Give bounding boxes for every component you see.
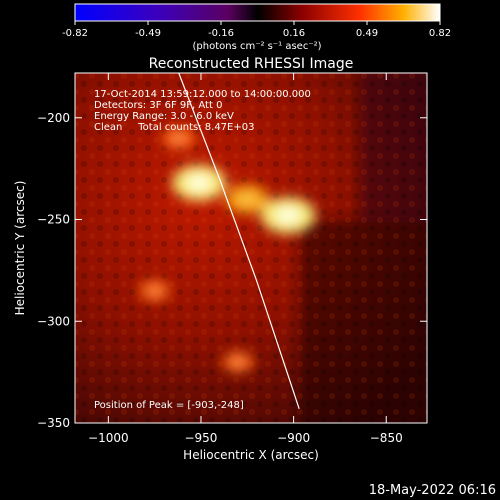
chart-title: Reconstructed RHESSI Image — [149, 56, 354, 72]
emission-source-core — [237, 192, 258, 207]
colorbar-ticks: -0.82 -0.49 -0.16 0.16 0.49 0.82 — [62, 21, 451, 39]
emission-source-core — [186, 173, 212, 192]
plot-frame — [74, 72, 428, 424]
x-axis-label: Heliocentric X (arcsec) — [183, 448, 319, 462]
plot-area: −1000 −950 −900 −850 −200 −250 −300 −350 17-Oc… — [37, 72, 428, 445]
y-tick-label: −350 — [37, 416, 70, 430]
colorbar-tick-label: 0.82 — [429, 28, 451, 39]
y-axis-label: Heliocentric Y (arcsec) — [13, 181, 27, 316]
emission-sources — [138, 126, 316, 373]
info-energy-range: Energy Range: 3.0 - 6.0 keV — [94, 111, 234, 122]
colorbar-gradient — [74, 3, 441, 22]
y-axis-ticks: −200 −250 −300 −350 — [37, 111, 427, 430]
info-detectors: Detectors: 3F 6F 9F, Att 0 — [94, 100, 222, 111]
emission-source-core — [275, 206, 301, 225]
y-tick-label: −200 — [37, 111, 70, 125]
x-tick-label: −950 — [184, 431, 217, 445]
x-tick-label: −850 — [370, 431, 403, 445]
x-tick-label: −1000 — [88, 431, 129, 445]
emission-source-core — [230, 356, 246, 368]
info-time-range: 17-Oct-2014 13:59:12.000 to 14:00:00.000 — [94, 89, 311, 100]
x-axis-ticks: −1000 −950 −900 −850 — [88, 73, 403, 445]
info-total-counts: Clean Total counts: 8.47E+03 — [94, 122, 254, 133]
render-timestamp: 18-May-2022 06:16 — [369, 483, 496, 498]
colorbar-unit-label: (photons cm⁻² s⁻¹ asec⁻²) — [192, 41, 321, 52]
peak-position-label: Position of Peak = [-903,-248] — [94, 400, 244, 411]
colorbar-tick-label: -0.16 — [208, 28, 234, 39]
colorbar-tick-label: 0.16 — [283, 28, 305, 39]
y-tick-label: −300 — [37, 314, 70, 328]
colorbar: -0.82 -0.49 -0.16 0.16 0.49 0.82 (photons cm⁻… — [62, 3, 451, 52]
colorbar-tick-label: -0.82 — [62, 28, 88, 39]
emission-source-core — [170, 132, 187, 144]
y-tick-label: −250 — [37, 213, 70, 227]
colorbar-tick-label: 0.49 — [356, 28, 378, 39]
x-tick-label: −900 — [277, 431, 310, 445]
emission-source-core — [147, 285, 163, 297]
colorbar-tick-label: -0.49 — [135, 28, 161, 39]
solar-limb-curve — [178, 73, 300, 409]
